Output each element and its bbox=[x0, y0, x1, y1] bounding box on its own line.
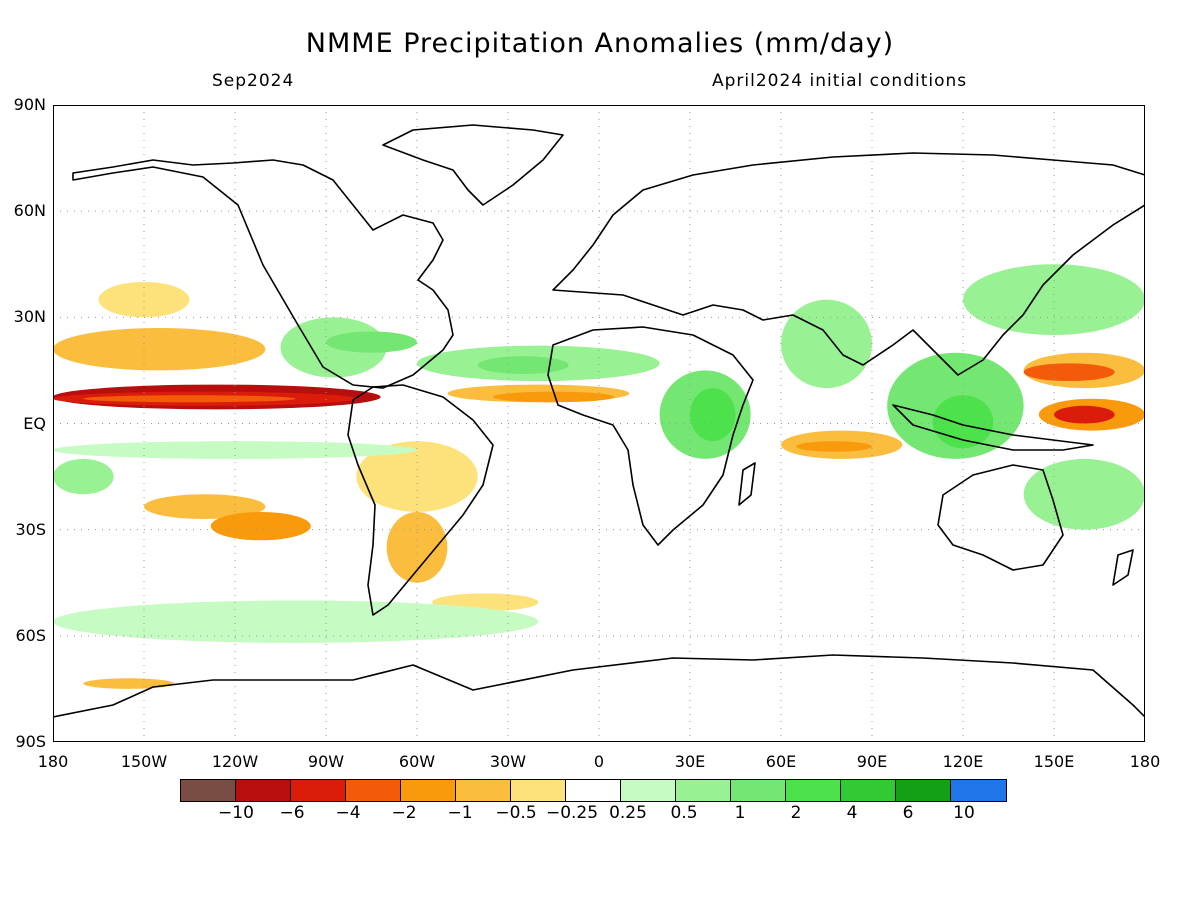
map-frame bbox=[53, 105, 1145, 742]
colorbar-tick-label: −1 bbox=[447, 803, 473, 823]
anomaly-region bbox=[326, 331, 417, 353]
lon-tick-label: 180 bbox=[37, 752, 69, 771]
lat-tick-label: 60N bbox=[13, 201, 46, 221]
colorbar-swatch bbox=[456, 780, 511, 801]
anomaly-region bbox=[963, 264, 1145, 336]
colorbar-swatch bbox=[676, 780, 731, 801]
initial-conditions-label: April2024 initial conditions bbox=[712, 71, 968, 91]
anomaly-region bbox=[53, 600, 539, 643]
colorbar-tick-label: 6 bbox=[902, 803, 914, 823]
anomaly-region bbox=[98, 281, 190, 318]
lon-tick-label: 30E bbox=[674, 752, 706, 771]
colorbar-swatch bbox=[566, 780, 621, 801]
africa-coast bbox=[547, 326, 754, 546]
colorbar-swatch bbox=[511, 780, 566, 801]
antarctica-coast bbox=[53, 654, 1145, 718]
colorbar-swatch bbox=[621, 780, 676, 801]
anomaly-region bbox=[690, 388, 736, 442]
colorbar-tick-label: −2 bbox=[391, 803, 417, 823]
colorbar-tick-label: −4 bbox=[335, 803, 361, 823]
anomaly-region bbox=[144, 494, 266, 520]
colorbar-tick-label: 0.25 bbox=[609, 803, 647, 823]
anomaly-map bbox=[53, 105, 1145, 742]
lon-tick-label: 120W bbox=[211, 752, 259, 771]
lon-tick-label: 180 bbox=[1129, 752, 1161, 771]
australia-coast bbox=[937, 464, 1064, 571]
lat-tick-label: 60S bbox=[15, 625, 46, 645]
colorbar-swatch bbox=[401, 780, 456, 801]
anomaly-region bbox=[83, 395, 296, 403]
indonesia-coast bbox=[892, 404, 1094, 451]
colorbar-swatch bbox=[346, 780, 401, 801]
colorbar-tick-label: 0.5 bbox=[670, 803, 698, 823]
colorbar-tick-label: 10 bbox=[953, 803, 975, 823]
lon-tick-label: 150W bbox=[120, 752, 168, 771]
colorbar-swatch bbox=[236, 780, 291, 801]
south-america-coast bbox=[347, 384, 494, 616]
anomaly-region bbox=[477, 356, 569, 374]
colorbar-swatch bbox=[841, 780, 896, 801]
colorbar-tick-label: −10 bbox=[218, 803, 254, 823]
anomaly-region bbox=[492, 391, 615, 403]
map-title: NMME Precipitation Anomalies (mm/day) bbox=[305, 28, 895, 59]
lat-tick-label: 90S bbox=[15, 732, 46, 751]
colorbar-swatch bbox=[951, 780, 1006, 801]
colorbar-tick-label: 4 bbox=[846, 803, 858, 823]
eurasia-coast bbox=[552, 152, 1145, 376]
continent-outlines bbox=[53, 124, 1145, 718]
valid-month-label: Sep2024 bbox=[212, 71, 295, 91]
anomaly-region bbox=[386, 511, 448, 583]
anomaly-region bbox=[83, 678, 175, 689]
colorbar-swatch bbox=[896, 780, 951, 801]
anomaly-region bbox=[53, 327, 266, 371]
greenland-coast bbox=[382, 124, 564, 206]
colorbar-tick-label: −0.25 bbox=[545, 803, 599, 823]
colorbar-tick-label: −6 bbox=[279, 803, 305, 823]
colorbar-swatch bbox=[291, 780, 346, 801]
colorbar-tick-label: 1 bbox=[734, 803, 746, 823]
colorbar-swatch bbox=[786, 780, 841, 801]
colorbar-tick-label: 2 bbox=[790, 803, 802, 823]
colorbar bbox=[180, 779, 1007, 802]
map-canvas bbox=[53, 105, 1145, 742]
lon-tick-label: 90E bbox=[856, 752, 888, 771]
colorbar-tick-label: −0.5 bbox=[495, 803, 537, 823]
lat-tick-label: 90N bbox=[13, 95, 46, 114]
anomaly-regions bbox=[53, 264, 1145, 689]
colorbar-swatch bbox=[731, 780, 786, 801]
anomaly-region bbox=[781, 299, 872, 389]
graticule bbox=[53, 105, 1145, 742]
colorbar-swatch bbox=[181, 780, 236, 801]
lat-tick-label: 30N bbox=[13, 307, 46, 327]
lon-tick-label: 90W bbox=[307, 752, 345, 771]
anomaly-region bbox=[1023, 363, 1115, 382]
lon-tick-label: 60E bbox=[765, 752, 797, 771]
anomaly-region bbox=[1054, 405, 1115, 424]
lon-tick-label: 30W bbox=[489, 752, 527, 771]
lat-tick-label: 30S bbox=[15, 519, 46, 539]
anomaly-region bbox=[53, 441, 417, 459]
lon-tick-label: 0 bbox=[593, 752, 605, 771]
north-america-coast bbox=[72, 159, 454, 389]
new-zealand-coast bbox=[1112, 549, 1134, 586]
madagascar-coast bbox=[738, 462, 756, 506]
lon-tick-label: 120E bbox=[942, 752, 984, 771]
lat-tick-label: EQ bbox=[23, 413, 46, 433]
anomaly-region bbox=[796, 441, 872, 452]
anomaly-region bbox=[53, 458, 114, 495]
anomaly-region bbox=[210, 511, 311, 541]
lon-tick-label: 60W bbox=[398, 752, 436, 771]
lon-tick-label: 150E bbox=[1033, 752, 1075, 771]
